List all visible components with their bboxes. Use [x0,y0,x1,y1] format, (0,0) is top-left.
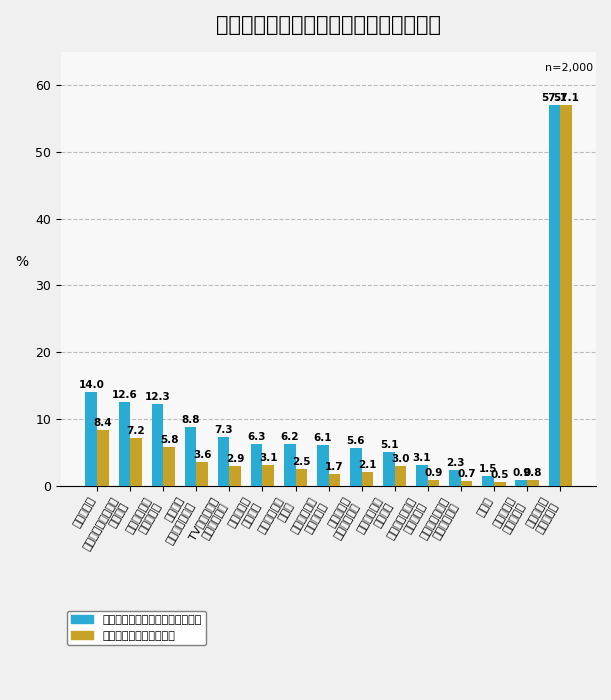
Text: 57.1: 57.1 [553,92,579,103]
Text: 0.9: 0.9 [512,468,530,477]
Bar [152,404,163,486]
Bar [130,438,142,486]
Bar [350,449,362,486]
Bar [284,444,296,486]
Bar [449,470,461,486]
Bar [560,104,572,486]
Text: 3.0: 3.0 [391,454,410,463]
Text: 5.8: 5.8 [159,435,178,445]
Bar [317,445,329,486]
Bar [251,444,263,486]
Text: 0.9: 0.9 [425,468,443,477]
Bar [185,427,196,486]
Bar [263,465,274,486]
Bar [119,402,130,486]
Text: 0.7: 0.7 [458,469,476,479]
Bar [218,437,229,486]
Bar [86,392,97,486]
Bar [416,465,428,486]
Text: 12.3: 12.3 [145,391,170,402]
Text: 7.3: 7.3 [214,425,233,435]
Text: 5.6: 5.6 [346,436,365,447]
Text: 2.1: 2.1 [358,460,377,470]
Bar [362,472,373,486]
Bar [229,466,241,486]
Text: 14.0: 14.0 [78,380,104,391]
Text: 12.6: 12.6 [111,390,137,400]
Text: 1.7: 1.7 [325,463,343,473]
Y-axis label: %: % [15,255,28,269]
Text: 0.5: 0.5 [491,470,509,480]
Text: 57.1: 57.1 [541,92,567,103]
Bar [549,104,560,486]
Text: 3.6: 3.6 [193,449,211,460]
Text: 3.1: 3.1 [413,453,431,463]
Bar [329,475,340,486]
Text: 1.5: 1.5 [479,463,497,474]
Title: 葬儀を行って困ったこと・後悔したこと: 葬儀を行って困ったこと・後悔したこと [216,15,441,35]
Text: 0.8: 0.8 [524,468,542,478]
Legend: お葬式で困ったこと（複数回答）, お葬式で最も困ったこと: お葬式で困ったこと（複数回答）, お葬式で最も困ったこと [67,610,206,645]
Text: n=2,000: n=2,000 [544,63,593,73]
Bar [383,452,395,486]
Text: 2.5: 2.5 [292,457,310,467]
Bar [461,481,472,486]
Text: 6.2: 6.2 [280,433,299,442]
Bar [196,462,208,486]
Bar [163,447,175,486]
Bar [527,480,539,486]
Bar [516,480,527,486]
Text: 6.1: 6.1 [313,433,332,443]
Bar [97,430,109,486]
Text: 6.3: 6.3 [247,432,266,442]
Text: 5.1: 5.1 [379,440,398,449]
Bar [395,466,406,486]
Bar [428,480,439,486]
Bar [296,469,307,486]
Bar [483,476,494,486]
Text: 8.8: 8.8 [181,415,200,425]
Bar [494,482,505,486]
Text: 7.2: 7.2 [126,426,145,435]
Text: 3.1: 3.1 [259,453,277,463]
Text: 2.9: 2.9 [226,454,244,464]
Text: 2.3: 2.3 [446,458,464,468]
Text: 8.4: 8.4 [93,418,112,428]
